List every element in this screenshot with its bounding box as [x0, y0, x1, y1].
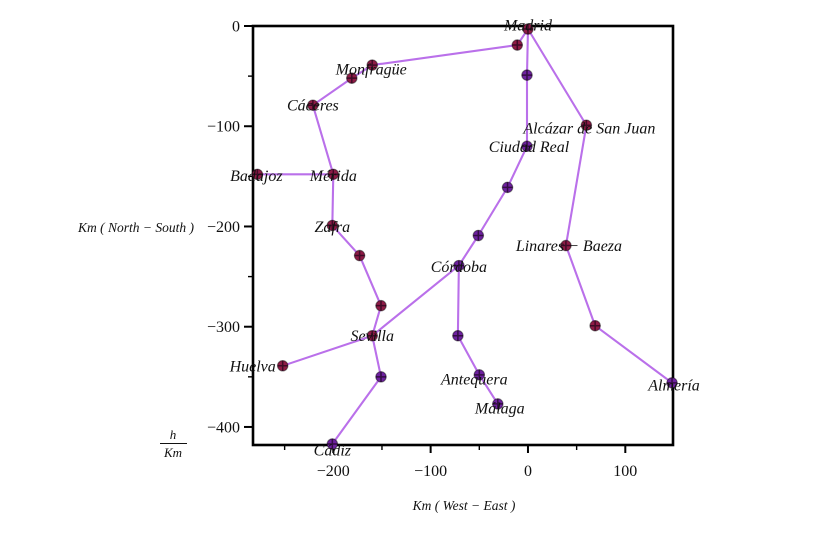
station-marker-caceres	[307, 99, 319, 111]
x-tick-label: 0	[524, 463, 532, 480]
rail-segment-caceres-merida	[311, 104, 335, 176]
station-marker-malaga	[492, 398, 504, 410]
station-marker-monfrague	[366, 59, 378, 71]
station-marker-badajoz	[251, 168, 264, 181]
y-tick-label: −400	[207, 419, 240, 436]
station-marker-stop-9	[589, 319, 601, 332]
rail-segment-sevilla-huelva	[281, 334, 374, 367]
station-label-monfrague: Monfragüe	[335, 62, 407, 79]
y-tick-label: 0	[232, 19, 240, 36]
station-marker-stop-6	[472, 229, 485, 242]
rail-segment-antequera-malaga	[478, 373, 499, 405]
rail-segment-cordoba-sevilla	[371, 264, 460, 337]
station-marker-stop-3	[353, 249, 366, 262]
station-label-sevilla: Sevilla	[350, 328, 394, 345]
station-marker-stop-10	[452, 329, 464, 342]
rail-segment-stop-9-almeria	[594, 324, 674, 384]
rail-segment-sevilla-stop-5	[371, 334, 383, 378]
rail-segment-merida-zafra	[331, 173, 335, 227]
rail-segment-alcazar-linares	[564, 124, 588, 247]
station-marker-sevilla	[366, 329, 378, 342]
station-marker-stop-1	[511, 39, 524, 51]
station-label-ciudad-real: Ciudad Real	[489, 139, 570, 156]
rail-segment-stop-1-monfrague	[371, 43, 519, 67]
y-tick-label: −100	[207, 119, 240, 136]
x-tick-label: −100	[414, 463, 447, 480]
station-label-badajoz: Badajoz	[230, 168, 283, 185]
y-tick-label: −300	[207, 319, 240, 336]
station-marker-stop-5	[375, 371, 387, 383]
station-marker-stop-4	[375, 299, 387, 312]
rail-segment-stop-6-stop-7	[477, 186, 509, 237]
station-label-merida: Mérida	[309, 168, 357, 185]
rail-segment-stop-5-cadiz	[331, 375, 383, 446]
station-marker-almeria	[666, 377, 678, 389]
station-marker-cadiz	[326, 438, 339, 450]
station-marker-stop-2	[346, 72, 358, 84]
station-label-madrid: Madrid	[503, 18, 553, 35]
rail-segment-cordoba-stop-10	[456, 264, 460, 337]
station-marker-zafra	[326, 219, 339, 232]
station-label-zafra: Zafra	[315, 219, 351, 236]
rail-segment-stop-2-caceres	[311, 77, 353, 107]
y-axis-title: Km ( North − South )	[77, 220, 194, 235]
station-label-cadiz: Cádiz	[314, 442, 352, 459]
station-marker-alcazar	[580, 119, 593, 131]
rail-segment-stop-10-antequera	[456, 334, 481, 376]
station-label-antequera: Antequera	[440, 371, 508, 388]
station-marker-linares	[560, 239, 572, 252]
rail-segment-linares-stop-9	[564, 244, 597, 327]
y-tick-label: −200	[207, 219, 240, 236]
station-label-caceres: Cáceres	[287, 98, 339, 115]
fraction-numerator: h	[170, 427, 177, 442]
station-marker-cordoba	[453, 259, 465, 272]
station-label-huelva: Huelva	[229, 358, 276, 375]
rail-lines	[256, 27, 674, 446]
station-marker-antequera	[473, 369, 486, 381]
station-marker-stop-8	[521, 69, 533, 81]
h-per-km-fraction: h Km	[160, 427, 187, 460]
plot-frame-and-ticks: −200 −100 0 100 0 −100 −200 −300 −400	[207, 19, 675, 480]
rail-segment-stop-3-stop-4	[358, 254, 383, 307]
station-label-linares: Linares − Baeza	[515, 238, 622, 255]
station-marker-stop-7	[501, 181, 514, 194]
station-label-alcazar: Alcázar de San Juan	[522, 121, 655, 138]
rail-segment-stop-7-ciudad-real	[506, 145, 529, 189]
plot-frame	[251, 24, 675, 447]
station-marker-madrid	[522, 23, 534, 35]
rail-segment-cordoba-stop-6	[457, 234, 480, 267]
x-tick-label: 100	[613, 463, 637, 480]
station-labels: Madrid Monfragüe Cáceres Mérida Badajoz Zafra…	[229, 18, 700, 460]
station-markers	[251, 23, 678, 450]
rail-segment-zafra-stop-3	[331, 224, 361, 257]
station-marker-merida	[327, 168, 340, 181]
rail-segment-stop-8-madrid	[525, 27, 530, 77]
fraction-denominator: Km	[163, 445, 182, 460]
rail-segment-stop-4-sevilla	[371, 304, 383, 337]
station-label-malaga: Málaga	[474, 400, 525, 417]
x-axis-title: Km ( West − East )	[412, 498, 516, 513]
station-label-almeria: Almería	[647, 377, 700, 394]
station-label-cordoba: Córdoba	[431, 259, 487, 276]
x-tick-label: −200	[317, 463, 350, 480]
rail-segment-madrid-alcazar	[526, 27, 588, 127]
station-marker-huelva	[276, 360, 289, 372]
station-marker-ciudad-real	[521, 140, 533, 153]
